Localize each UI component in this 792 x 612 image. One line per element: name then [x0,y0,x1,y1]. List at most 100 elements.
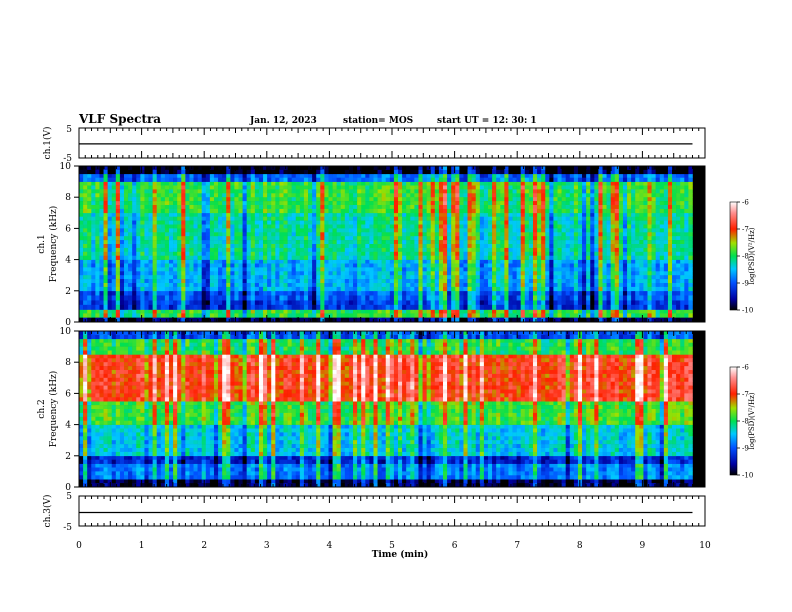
spectrogram-cell [185,317,190,323]
spectrogram-cell [344,236,350,241]
spectrogram-cell [283,212,288,217]
spectrogram-cell [316,290,321,296]
spectrogram-cell [426,216,432,221]
spectrogram-cell [365,304,370,310]
spectrogram-cell [144,304,149,310]
spectrogram-cell [549,232,554,237]
spectrogram-cell [487,290,493,296]
spectrogram-cell [606,300,611,306]
spectrogram-cell [602,283,607,288]
spectrogram-cell [647,251,652,256]
spectrogram-cell [532,251,538,256]
spectrogram-cell [475,313,481,318]
spectrogram-cell [222,189,227,194]
spectrogram-cell [631,193,636,198]
spectrogram-cell [635,259,640,264]
spectrogram-cell [312,247,317,253]
spectrogram-cell [160,304,166,310]
spectrogram-cell [316,255,321,260]
spectrogram-cell [99,286,104,292]
spectrogram-cell [324,212,329,217]
spectrogram-cell [434,189,440,194]
spectrogram-cell [271,244,276,249]
spectrogram-cell [663,189,669,194]
spectrogram-cell [185,259,190,264]
spectrogram-cell [250,267,256,272]
spectrogram-cell [369,304,374,310]
spectrogram-cell [418,255,423,260]
spectrogram-cell [520,300,526,306]
spectrogram-cell [275,271,280,276]
spectrogram-cell [610,263,616,268]
spectrogram-cell [586,240,591,245]
spectrogram-cell [565,300,571,306]
spectrogram-cell [283,263,288,268]
spectrogram-cell [438,279,444,284]
spectrogram-cell [426,228,432,233]
spectrogram-cell [242,283,247,288]
spectrogram-cell [524,263,530,268]
spectrogram-cell [553,247,558,253]
spectrogram-cell [447,216,452,221]
spectrogram-cell [512,271,517,276]
spectrogram-cell [193,185,198,190]
spectrogram-cell [287,236,292,241]
spectrogram-cell [303,255,309,260]
spectrogram-cell [577,244,583,249]
spectrogram-cell [659,236,665,241]
spectrogram-cell [168,255,174,260]
spectrogram-cell [295,216,301,221]
spectrogram-cell [103,224,108,229]
spectrogram-cell [500,313,505,318]
spectrogram-cell [87,279,92,284]
spectrogram-cell [344,304,350,310]
spectrogram-cell [606,220,611,225]
spectrogram-cell [83,228,88,233]
spectrogram-cell [361,181,366,186]
spectrogram-cell [684,309,689,314]
spectrogram-cell [115,295,121,301]
spectrogram-cell [197,283,202,288]
spectrogram-cell [254,244,260,249]
spectrogram-cell [561,304,566,310]
spectrogram-cell [389,304,395,310]
spectrogram-cell [483,247,489,253]
spectrogram-cell [91,295,96,301]
spectrogram-cell [667,244,673,249]
spectrogram-cell [528,283,534,288]
spectrogram-cell [267,263,272,268]
spectrogram-cell [328,283,333,288]
spectrogram-cell [123,309,129,314]
spectrogram-cell [283,247,288,253]
spectrogram-cell [95,197,100,202]
spectrogram-cell [299,236,305,241]
spectrogram-cell [577,309,583,314]
spectrogram-cell [123,279,129,284]
spectrogram-cell [348,259,354,264]
spectrogram-cell [684,263,689,268]
spectrogram-cell [381,212,387,217]
spectrogram-cell [79,300,84,306]
spectrogram-cell [684,300,689,306]
spectrogram-cell [291,220,297,225]
spectrogram-cell [164,286,170,292]
spectrogram-cell [524,275,530,280]
spectrogram-cell [107,185,113,190]
spectrogram-cell [545,197,550,202]
spectrogram-cell [95,309,100,314]
spectrogram-cell [83,220,88,225]
spectrogram-cell [152,295,158,301]
spectrogram-cell [258,251,264,256]
spectrogram-cell [418,309,423,314]
spectrogram-cell [430,251,436,256]
spectrogram-cell [504,181,509,186]
spectrogram-cell [87,220,92,225]
spectrogram-cell [123,275,129,280]
spectrogram-cell [132,240,137,245]
spectrogram-cell [250,224,256,229]
spectrogram-cell [643,240,648,245]
spectrogram-cell [688,224,693,229]
spectrogram-cell [365,216,370,221]
spectrogram-cell [197,286,202,292]
